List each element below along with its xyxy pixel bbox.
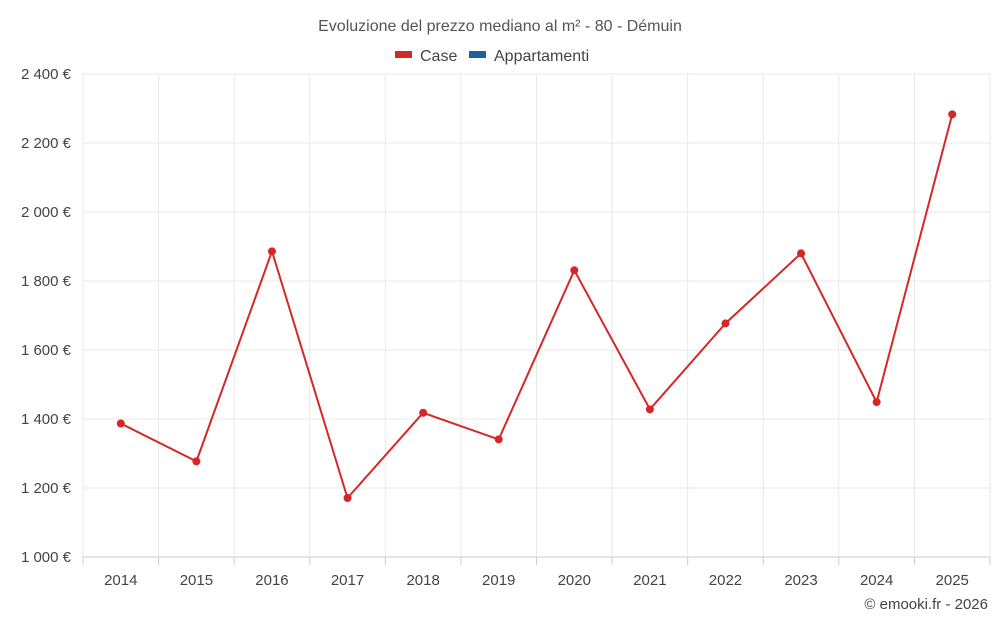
y-tick-label-2200: 2 200 € bbox=[21, 135, 72, 152]
credit-text: © emooki.fr - 2026 bbox=[864, 596, 988, 613]
data-point-2016[interactable] bbox=[267, 247, 276, 256]
y-tick-label-1600: 1 600 € bbox=[21, 342, 72, 359]
x-tick-label-2014: 2014 bbox=[104, 572, 137, 589]
data-point-2022[interactable] bbox=[721, 319, 730, 328]
legend-label-appartamenti: Appartamenti bbox=[494, 48, 589, 65]
x-tick-label-2023: 2023 bbox=[784, 572, 817, 589]
y-tick-label-1800: 1 800 € bbox=[21, 273, 72, 290]
x-tick-label-2020: 2020 bbox=[558, 572, 591, 589]
series-line-case bbox=[120, 114, 954, 499]
series-case bbox=[116, 110, 957, 503]
data-point-2021[interactable] bbox=[645, 405, 654, 414]
x-tick-label-2021: 2021 bbox=[633, 572, 666, 589]
data-point-2025[interactable] bbox=[948, 110, 957, 119]
x-tick-label-2017: 2017 bbox=[331, 572, 364, 589]
data-point-2018[interactable] bbox=[419, 408, 428, 417]
y-tick-label-1000: 1 000 € bbox=[21, 549, 72, 566]
x-tick-label-2018: 2018 bbox=[406, 572, 439, 589]
chart-title: Evoluzione del prezzo mediano al m² - 80… bbox=[318, 18, 682, 35]
legend-item-appartamenti[interactable]: Appartamenti bbox=[469, 48, 589, 65]
x-tick-label-2016: 2016 bbox=[255, 572, 288, 589]
data-point-2023[interactable] bbox=[797, 249, 806, 258]
y-tick-label-2000: 2 000 € bbox=[21, 204, 72, 221]
x-tick-label-2024: 2024 bbox=[860, 572, 893, 589]
x-tick-label-2025: 2025 bbox=[936, 572, 969, 589]
y-axis-labels: 1 000 € 1 200 € 1 400 € 1 600 € 1 800 € 2 000… bbox=[21, 66, 72, 566]
legend: Case Appartamenti bbox=[395, 48, 589, 65]
y-tick-label-1200: 1 200 € bbox=[21, 480, 72, 497]
x-tick-label-2015: 2015 bbox=[180, 572, 213, 589]
x-tick-label-2019: 2019 bbox=[482, 572, 515, 589]
data-point-2024[interactable] bbox=[872, 398, 881, 407]
legend-swatch-case bbox=[395, 51, 412, 58]
x-tick-label-2022: 2022 bbox=[709, 572, 742, 589]
data-point-2019[interactable] bbox=[494, 435, 503, 444]
data-point-2017[interactable] bbox=[343, 494, 352, 503]
grid bbox=[82, 73, 991, 565]
legend-item-case[interactable]: Case bbox=[395, 48, 457, 65]
data-point-2015[interactable] bbox=[192, 457, 201, 466]
data-point-2014[interactable] bbox=[116, 419, 125, 428]
y-tick-label-2400: 2 400 € bbox=[21, 66, 72, 83]
data-point-2020[interactable] bbox=[570, 266, 579, 275]
legend-label-case: Case bbox=[420, 48, 457, 65]
y-tick-label-1400: 1 400 € bbox=[21, 411, 72, 428]
x-axis-labels: 2014 2015 2016 2017 2018 2019 2020 2021 2022 2023… bbox=[104, 572, 969, 589]
legend-swatch-appartamenti bbox=[469, 51, 486, 58]
